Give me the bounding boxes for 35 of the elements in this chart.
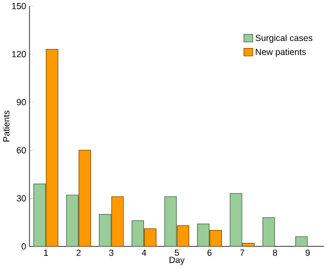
y-tick-label: 90 <box>16 99 26 106</box>
bar <box>230 193 242 247</box>
bar <box>144 228 156 247</box>
y-tick-label: 30 <box>16 195 26 202</box>
bar <box>295 236 308 247</box>
x-tick-label: 2 <box>76 250 81 256</box>
bar <box>132 220 144 247</box>
bar <box>176 225 190 247</box>
x-tick-label: 4 <box>142 250 146 256</box>
bar <box>46 49 58 247</box>
legend-label: New patients <box>256 48 306 57</box>
x-tick-label: 9 <box>306 250 310 256</box>
y-tick-label: 0 <box>22 243 26 250</box>
x-tick-label: 1 <box>44 250 48 256</box>
bar <box>66 194 79 247</box>
bar <box>33 184 46 247</box>
y-tick-label: 120 <box>12 51 26 58</box>
bar <box>98 214 112 247</box>
x-axis-title: Day <box>170 256 185 265</box>
y-tick-label: 60 <box>16 147 26 154</box>
x-tick-label: 5 <box>174 250 179 256</box>
bar <box>262 217 275 247</box>
bar <box>242 242 255 247</box>
y-tick-label: 150 <box>12 3 26 10</box>
x-tick-label: 3 <box>109 250 114 256</box>
bar <box>210 230 222 247</box>
x-tick-label: 6 <box>208 250 212 256</box>
bar <box>78 150 92 247</box>
bar <box>197 224 210 247</box>
bar <box>111 196 124 247</box>
bar <box>164 196 177 247</box>
y-axis-title: Patients <box>2 110 10 142</box>
x-tick-label: 7 <box>240 250 244 256</box>
legend-label: Surgical cases <box>256 34 312 43</box>
x-tick-label: 8 <box>272 250 278 256</box>
